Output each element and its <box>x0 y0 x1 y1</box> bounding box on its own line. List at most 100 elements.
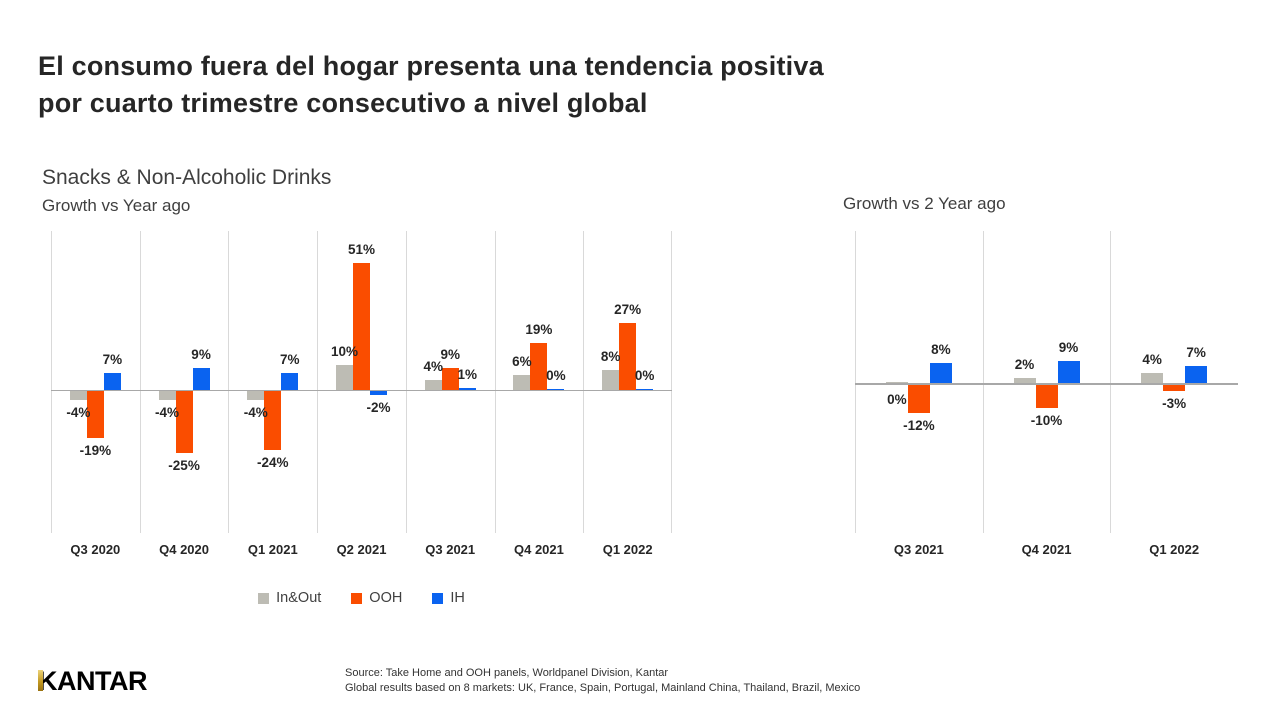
data-label-ooh-q3-2020: -19% <box>79 442 112 458</box>
data-label-ih-q1-2021: 7% <box>280 351 300 367</box>
data-label-ih-q1-2022: 7% <box>1186 344 1206 360</box>
data-label-ih-q4-2021: 0% <box>546 367 566 383</box>
bar-ooh-q4-2021 <box>530 342 548 390</box>
data-label-in-out-q4-2020: -4% <box>155 405 180 420</box>
chart-legend: In&Out OOH IH <box>51 590 672 606</box>
category-label-q3-2021: Q3 2021 <box>893 542 944 557</box>
legend-item-ih: IH <box>432 590 465 606</box>
gridline <box>405 231 407 533</box>
bar-in-out-q4-2021 <box>513 375 531 390</box>
bar-ooh-q2-2021 <box>353 262 370 390</box>
legend-label-ih: IH <box>450 590 465 606</box>
source-line2: Global results based on 8 markets: UK, F… <box>345 682 861 694</box>
bar-in-out-q4-2021 <box>1013 378 1036 383</box>
data-label-ih-q3-2021: 8% <box>931 342 951 357</box>
source-note: Source: Take Home and OOH panels, Worldp… <box>345 666 860 696</box>
category-label-q4-2020: Q4 2020 <box>159 542 209 557</box>
category-label-q1-2022: Q1 2022 <box>602 542 653 557</box>
right-chart-title: Growth vs 2 Year ago <box>843 194 1006 213</box>
data-label-ooh-q3-2021: -12% <box>903 418 935 433</box>
gridline <box>982 231 984 533</box>
bar-in-out-q1-2022 <box>602 370 620 390</box>
source-line1: Source: Take Home and OOH panels, Worldp… <box>345 667 669 679</box>
bar-ih-q2-2021 <box>370 390 387 395</box>
data-label-ih-q2-2021: -2% <box>366 400 391 415</box>
right-chart-plot: 0% 2% 4% -12% -10% -3% 8% 9% 7% Q3 2021 Q4 2021 Q1 … <box>855 231 1238 557</box>
category-label-q4-2021: Q4 2021 <box>513 542 564 557</box>
data-label-ooh-q3-2021: 9% <box>440 346 460 362</box>
gridline <box>317 231 319 533</box>
legend-item-ooh: OOH <box>351 590 402 606</box>
bar-ooh-q1-2022 <box>619 322 637 390</box>
gridline <box>583 231 585 533</box>
data-label-ih-q1-2022: 0% <box>634 367 655 383</box>
bar-ih-q3-2021 <box>929 363 952 383</box>
category-label-q3-2021: Q3 2021 <box>425 542 476 557</box>
data-label-ooh-q4-2021: -10% <box>1030 413 1063 428</box>
data-label-in-out-q4-2021: 2% <box>1014 357 1035 372</box>
kantar-logo-gold-bar-icon <box>38 670 43 691</box>
category-label-q3-2020: Q3 2020 <box>70 542 121 557</box>
bar-in-out-q4-2020 <box>158 390 176 400</box>
data-label-ih-q4-2021: 9% <box>1058 339 1079 355</box>
gridline <box>139 231 141 533</box>
bar-ooh-q3-2021 <box>441 367 459 390</box>
data-label-in-out-q3-2021: 0% <box>887 392 907 407</box>
gridline <box>228 231 230 533</box>
bar-ih-q1-2022 <box>636 388 654 390</box>
bar-in-out-q3-2021 <box>885 381 908 383</box>
data-label-ooh-q4-2020: -25% <box>168 457 200 473</box>
data-label-in-out-q3-2020: -4% <box>66 405 91 420</box>
page-title-line1: El consumo fuera del hogar presenta una … <box>38 51 824 81</box>
page-title: El consumo fuera del hogar presenta una … <box>38 48 1018 122</box>
data-label-in-out-q1-2022: 4% <box>1142 352 1162 367</box>
legend-swatch-ooh <box>351 592 363 604</box>
bar-in-out-q1-2022 <box>1141 373 1164 383</box>
legend-swatch-in-out <box>258 592 270 604</box>
bar-ih-q4-2021 <box>1057 360 1080 383</box>
category-label-q1-2021: Q1 2021 <box>247 542 298 557</box>
bar-ooh-q3-2021 <box>907 383 930 413</box>
bar-in-out-q3-2020 <box>69 390 87 400</box>
bar-ooh-q1-2021 <box>264 390 282 450</box>
gridline <box>1110 231 1112 533</box>
category-label-q4-2021: Q4 2021 <box>1021 542 1072 557</box>
data-label-ih-q3-2020: 7% <box>102 351 123 367</box>
legend-label-in-out: In&Out <box>276 590 322 606</box>
data-label-ooh-q1-2021: -24% <box>257 455 289 470</box>
data-label-ih-q4-2020: 9% <box>191 346 211 362</box>
data-label-in-out-q2-2021: 10% <box>330 344 359 359</box>
category-label-q1-2022: Q1 2022 <box>1149 542 1200 557</box>
data-label-in-out-q4-2021: 6% <box>512 354 532 369</box>
data-label-in-out-q3-2021: 4% <box>423 359 443 374</box>
data-label-ooh-q1-2022: 27% <box>614 301 642 317</box>
bar-in-out-q3-2021 <box>424 380 442 390</box>
bar-ih-q1-2021 <box>281 372 299 390</box>
gridline <box>855 231 856 533</box>
bar-in-out-q2-2021 <box>336 365 353 390</box>
gridline <box>671 231 672 533</box>
legend-swatch-ih <box>432 592 444 604</box>
bar-ih-q3-2021 <box>458 387 476 390</box>
gridline <box>51 231 52 533</box>
bar-ih-q4-2020 <box>192 367 210 390</box>
bar-ooh-q3-2020 <box>86 390 104 438</box>
kantar-logo-text: KANTAR <box>38 666 147 696</box>
category-label-q2-2021: Q2 2021 <box>336 542 387 557</box>
bar-in-out-q1-2021 <box>247 390 265 400</box>
bar-ih-q4-2021 <box>547 388 565 390</box>
bar-ih-q1-2022 <box>1185 365 1208 383</box>
gridline <box>494 231 496 533</box>
data-label-ooh-q2-2021: 51% <box>347 241 376 257</box>
bar-ih-q3-2020 <box>103 372 121 390</box>
data-label-ooh-q1-2022: -3% <box>1162 395 1187 411</box>
zero-axis-line <box>51 390 672 391</box>
bar-ooh-q4-2021 <box>1035 383 1058 408</box>
page-title-line2: por cuarto trimestre consecutivo a nivel… <box>38 88 648 118</box>
data-label-in-out-q1-2022: 8% <box>600 349 621 364</box>
data-label-ih-q3-2021: 1% <box>457 366 477 382</box>
data-label-ooh-q4-2021: 19% <box>525 321 553 337</box>
bar-ooh-q4-2020 <box>175 390 193 453</box>
legend-item-in-out: In&Out <box>258 590 321 606</box>
